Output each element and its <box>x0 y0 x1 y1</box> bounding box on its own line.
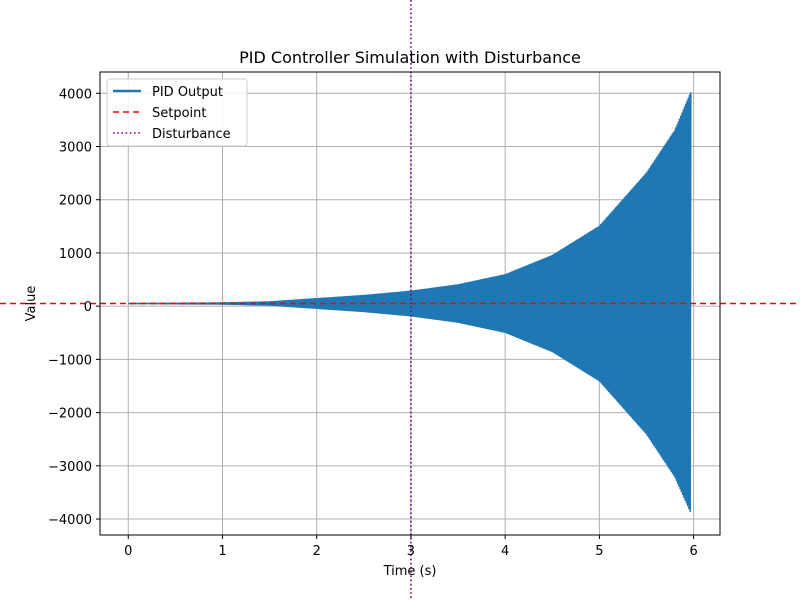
legend-entry-pid-output-label: PID Output <box>152 85 223 100</box>
chart-title: PID Controller Simulation with Disturban… <box>239 48 581 67</box>
x-axis-label: Time (s) <box>383 564 437 579</box>
y-tick-label: 3000 <box>59 141 92 156</box>
pid-output-line <box>128 92 692 513</box>
y-tick-label: −4000 <box>48 513 92 528</box>
x-tick-label: 0 <box>124 544 132 559</box>
legend-box <box>106 78 248 147</box>
y-tick-label: 2000 <box>59 194 92 209</box>
x-tick-label: 5 <box>595 544 603 559</box>
legend: PID Output Setpoint Disturbance <box>106 78 248 147</box>
legend-entry-setpoint-label: Setpoint <box>152 106 207 121</box>
y-axis-label: Value <box>24 286 39 322</box>
x-tick-label: 6 <box>689 544 697 559</box>
y-tick-label: −2000 <box>48 407 92 422</box>
y-tick-label: 4000 <box>59 87 92 102</box>
y-tick-label: −1000 <box>48 353 92 368</box>
x-tick-label: 3 <box>407 544 415 559</box>
x-tick-label: 2 <box>313 544 321 559</box>
y-tick-label: 0 <box>84 300 92 315</box>
legend-entry-disturbance-label: Disturbance <box>152 127 231 142</box>
y-tick-label: −3000 <box>48 460 92 475</box>
plot-frame <box>99 71 721 536</box>
x-tick-label: 1 <box>218 544 226 559</box>
y-tick-label: 1000 <box>59 247 92 262</box>
axis-ticks: 0 1 2 3 4 5 6 −4000 −3000 −2000 −1000 0 1000 2000 3000… <box>48 87 698 559</box>
x-tick-label: 4 <box>501 544 509 559</box>
